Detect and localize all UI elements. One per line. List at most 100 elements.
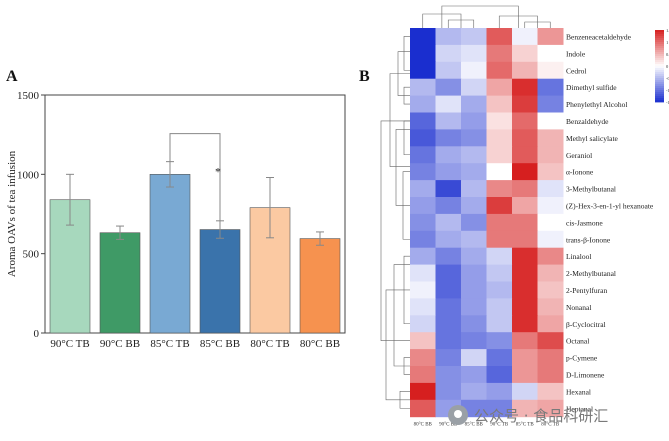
row-label: α-Ionone xyxy=(566,168,594,177)
heatmap-cell xyxy=(410,197,436,215)
color-scale-segment xyxy=(655,88,664,91)
heatmap-cell xyxy=(410,382,436,401)
row-label: trans-β-Ionone xyxy=(566,235,611,244)
heatmap-cell xyxy=(486,95,513,113)
heatmap-cell xyxy=(435,78,462,97)
color-scale-segment xyxy=(655,48,664,51)
color-scale-segment xyxy=(655,70,664,73)
heatmap-cell xyxy=(461,332,487,350)
heatmap-cell xyxy=(512,129,538,147)
heatmap-cell xyxy=(410,112,436,130)
heatmap-cell xyxy=(486,349,513,367)
row-label: Benzeneacetaldehyde xyxy=(566,32,632,41)
y-tick-label: 1000 xyxy=(17,169,40,181)
heatmap-cell xyxy=(410,44,436,63)
heatmap-cell xyxy=(435,298,462,316)
heatmap-cell xyxy=(512,78,538,97)
heatmap-cell xyxy=(537,197,564,215)
watermark: 公众号 · 食品科研汇 xyxy=(448,402,666,428)
heatmap-cell xyxy=(512,332,538,350)
row-label: 2-Methylbutanal xyxy=(566,269,616,278)
heatmap-cell xyxy=(486,146,513,164)
color-scale-segment xyxy=(655,66,664,69)
heatmap-cell xyxy=(435,315,462,333)
heatmap-cell xyxy=(461,349,487,367)
color-scale-segment xyxy=(655,94,664,97)
heatmap-cell xyxy=(486,264,513,282)
heatmap-cell xyxy=(435,213,462,232)
heatmap-cell xyxy=(537,180,564,198)
heatmap-cell xyxy=(537,315,564,333)
heatmap-cell xyxy=(512,264,538,282)
color-scale-segment xyxy=(655,72,664,75)
color-scale-segment xyxy=(655,34,664,37)
heatmap-cell xyxy=(461,230,487,249)
heatmap-cell xyxy=(461,298,487,316)
heatmap-cell xyxy=(537,163,564,181)
heatmap-cell xyxy=(410,230,436,249)
heatmap-cell xyxy=(461,44,487,63)
heatmap-cell xyxy=(410,315,436,333)
heatmap-cell xyxy=(512,298,538,316)
color-scale-tick: 1.5 xyxy=(666,28,669,33)
heatmap-cell xyxy=(486,28,513,46)
heatmap-cell xyxy=(435,28,462,46)
row-label: Hexanal xyxy=(566,387,591,396)
heatmap-cell xyxy=(537,61,564,80)
heatmap-cell xyxy=(537,78,564,97)
heatmap-cell xyxy=(435,95,462,113)
heatmap-cell xyxy=(461,129,487,147)
color-scale-tick: -1 xyxy=(666,88,669,93)
heatmap-cell xyxy=(461,281,487,299)
heatmap-cell xyxy=(410,332,436,350)
heatmap-cell xyxy=(537,44,564,63)
heatmap-cell xyxy=(486,163,513,181)
heatmap-cell xyxy=(486,180,513,198)
heatmap-cell xyxy=(537,247,564,266)
x-tick-label: 85°C BB xyxy=(200,338,240,350)
heatmap-cell xyxy=(512,213,538,232)
color-scale-segment xyxy=(655,60,664,63)
color-scale-segment xyxy=(655,64,664,67)
heatmap-cell xyxy=(537,298,564,316)
column-label: 90°C BB xyxy=(439,423,458,428)
heatmap-cell xyxy=(410,349,436,367)
heatmap-cell xyxy=(410,247,436,266)
heatmap-cell xyxy=(435,180,462,198)
heatmap-cell xyxy=(410,213,436,232)
watermark-text: 公众号 · 食品科研汇 xyxy=(474,406,609,425)
row-dendrogram-branch xyxy=(385,289,410,401)
heatmap-cell xyxy=(486,281,513,299)
row-label: Methyl salicylate xyxy=(566,134,619,143)
x-tick-label: 90°C TB xyxy=(50,338,89,350)
heatmap-cell xyxy=(435,230,462,249)
column-label: 80°C TB xyxy=(541,423,560,428)
row-dendrogram-branch xyxy=(380,120,410,341)
row-label: Phenylethyl Alcohol xyxy=(566,100,627,109)
heatmap-cell xyxy=(512,197,538,215)
heatmap-cell xyxy=(461,315,487,333)
heatmap-cell xyxy=(537,112,564,130)
color-scale-tick: 1 xyxy=(666,40,668,45)
heatmap-cell xyxy=(486,129,513,147)
heatmap-cell xyxy=(512,180,538,198)
heatmap-cell xyxy=(435,349,462,367)
heatmap-cell xyxy=(435,281,462,299)
heatmap-cell xyxy=(537,349,564,367)
heatmap-cell xyxy=(435,44,462,63)
color-scale-segment xyxy=(655,80,664,83)
color-scale-segment xyxy=(655,46,664,49)
color-scale-segment xyxy=(655,74,664,77)
heatmap-cell xyxy=(435,163,462,181)
heatmap-cell xyxy=(512,163,538,181)
x-tick-label: 90°C BB xyxy=(100,338,140,350)
row-label: Dimethyl sulfide xyxy=(566,83,617,92)
color-scale-segment xyxy=(655,32,664,35)
row-label: D-Limonene xyxy=(566,370,605,379)
row-label: Benzaldehyde xyxy=(566,117,609,126)
y-tick-label: 0 xyxy=(34,328,40,340)
heatmap-cell xyxy=(537,129,564,147)
heatmap-cell xyxy=(537,281,564,299)
heatmap-cell xyxy=(435,332,462,350)
